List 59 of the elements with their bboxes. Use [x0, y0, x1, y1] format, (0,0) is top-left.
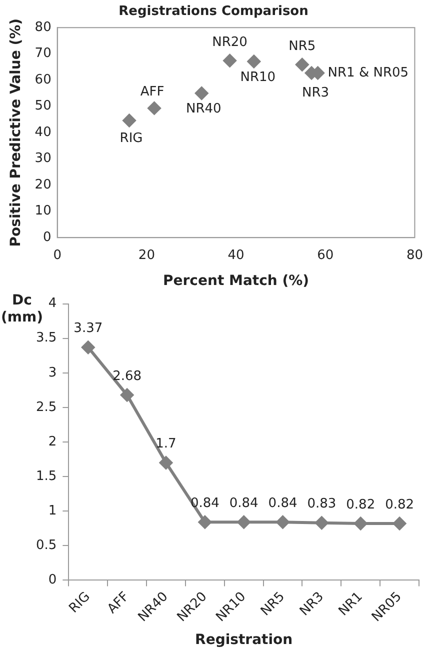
y-tick-label: 2	[48, 434, 57, 450]
annotation: NR5	[288, 38, 316, 54]
y-tick-label: 0	[43, 230, 52, 245]
point	[195, 86, 208, 100]
data-label: 0.82	[385, 497, 414, 512]
data-label: 2.68	[112, 368, 142, 384]
x-tick-label: RIG	[66, 589, 94, 616]
annotation: NR3	[302, 85, 330, 100]
point	[247, 54, 260, 68]
point	[296, 58, 309, 72]
y-tick-label: 3.5	[36, 330, 57, 346]
y-tick-label: 40	[34, 124, 52, 140]
y-tick-label: 3	[48, 365, 57, 380]
y-tick-label: 70	[34, 46, 52, 62]
y-tick-label: 10	[34, 204, 52, 219]
point	[354, 517, 368, 530]
x-tick-label: 80	[406, 248, 423, 263]
y-tick-label: 1.5	[36, 468, 57, 484]
data-label: 3.37	[74, 321, 103, 336]
y-tick-label: 0	[48, 572, 57, 588]
point	[237, 516, 250, 529]
y-tick-label: 4	[48, 296, 57, 312]
y-tick-label: 50	[34, 98, 52, 114]
x-tick-label: 60	[317, 248, 334, 263]
annotation: NR10	[240, 70, 276, 85]
annotation: AFF	[140, 84, 164, 100]
y-tick-label: 80	[34, 20, 52, 35]
annotation: RIG	[120, 130, 143, 146]
data-label: 1.7	[156, 436, 176, 452]
point	[315, 516, 328, 530]
y-tick-label: 30	[34, 151, 52, 166]
annotation: NR1 & NR05	[328, 65, 409, 80]
annotation: NR40	[186, 102, 222, 117]
y-axis-title: Dc (mm)	[1, 292, 43, 326]
point	[148, 102, 161, 115]
y-tick-label: 1	[48, 503, 57, 518]
x-axis-title: Registration	[195, 632, 293, 648]
point	[159, 456, 172, 470]
annotation: NR20	[212, 35, 248, 50]
data-label: 0.83	[307, 496, 336, 512]
x-axis-title: Percent Match (%)	[163, 273, 310, 290]
data-label: 0.84	[268, 496, 298, 512]
data-label: 0.84	[229, 496, 258, 512]
data-label: 0.82	[346, 497, 376, 512]
point	[82, 340, 95, 354]
chart-title: Registrations Comparison	[118, 4, 308, 20]
y-tick-label: 0.5	[36, 538, 57, 554]
point	[276, 516, 290, 529]
point	[122, 114, 136, 128]
y-axis-title: Positive Predictive Value (%)	[8, 18, 24, 247]
point	[198, 516, 212, 529]
point	[393, 517, 406, 530]
point	[223, 54, 236, 68]
point	[120, 388, 134, 402]
y-tick-label: 60	[34, 72, 52, 88]
y-tick-label: 20	[34, 177, 52, 192]
x-tick-label: 40	[228, 248, 244, 263]
y-tick-label: 2.5	[36, 400, 57, 415]
x-tick-label: 20	[138, 248, 155, 263]
